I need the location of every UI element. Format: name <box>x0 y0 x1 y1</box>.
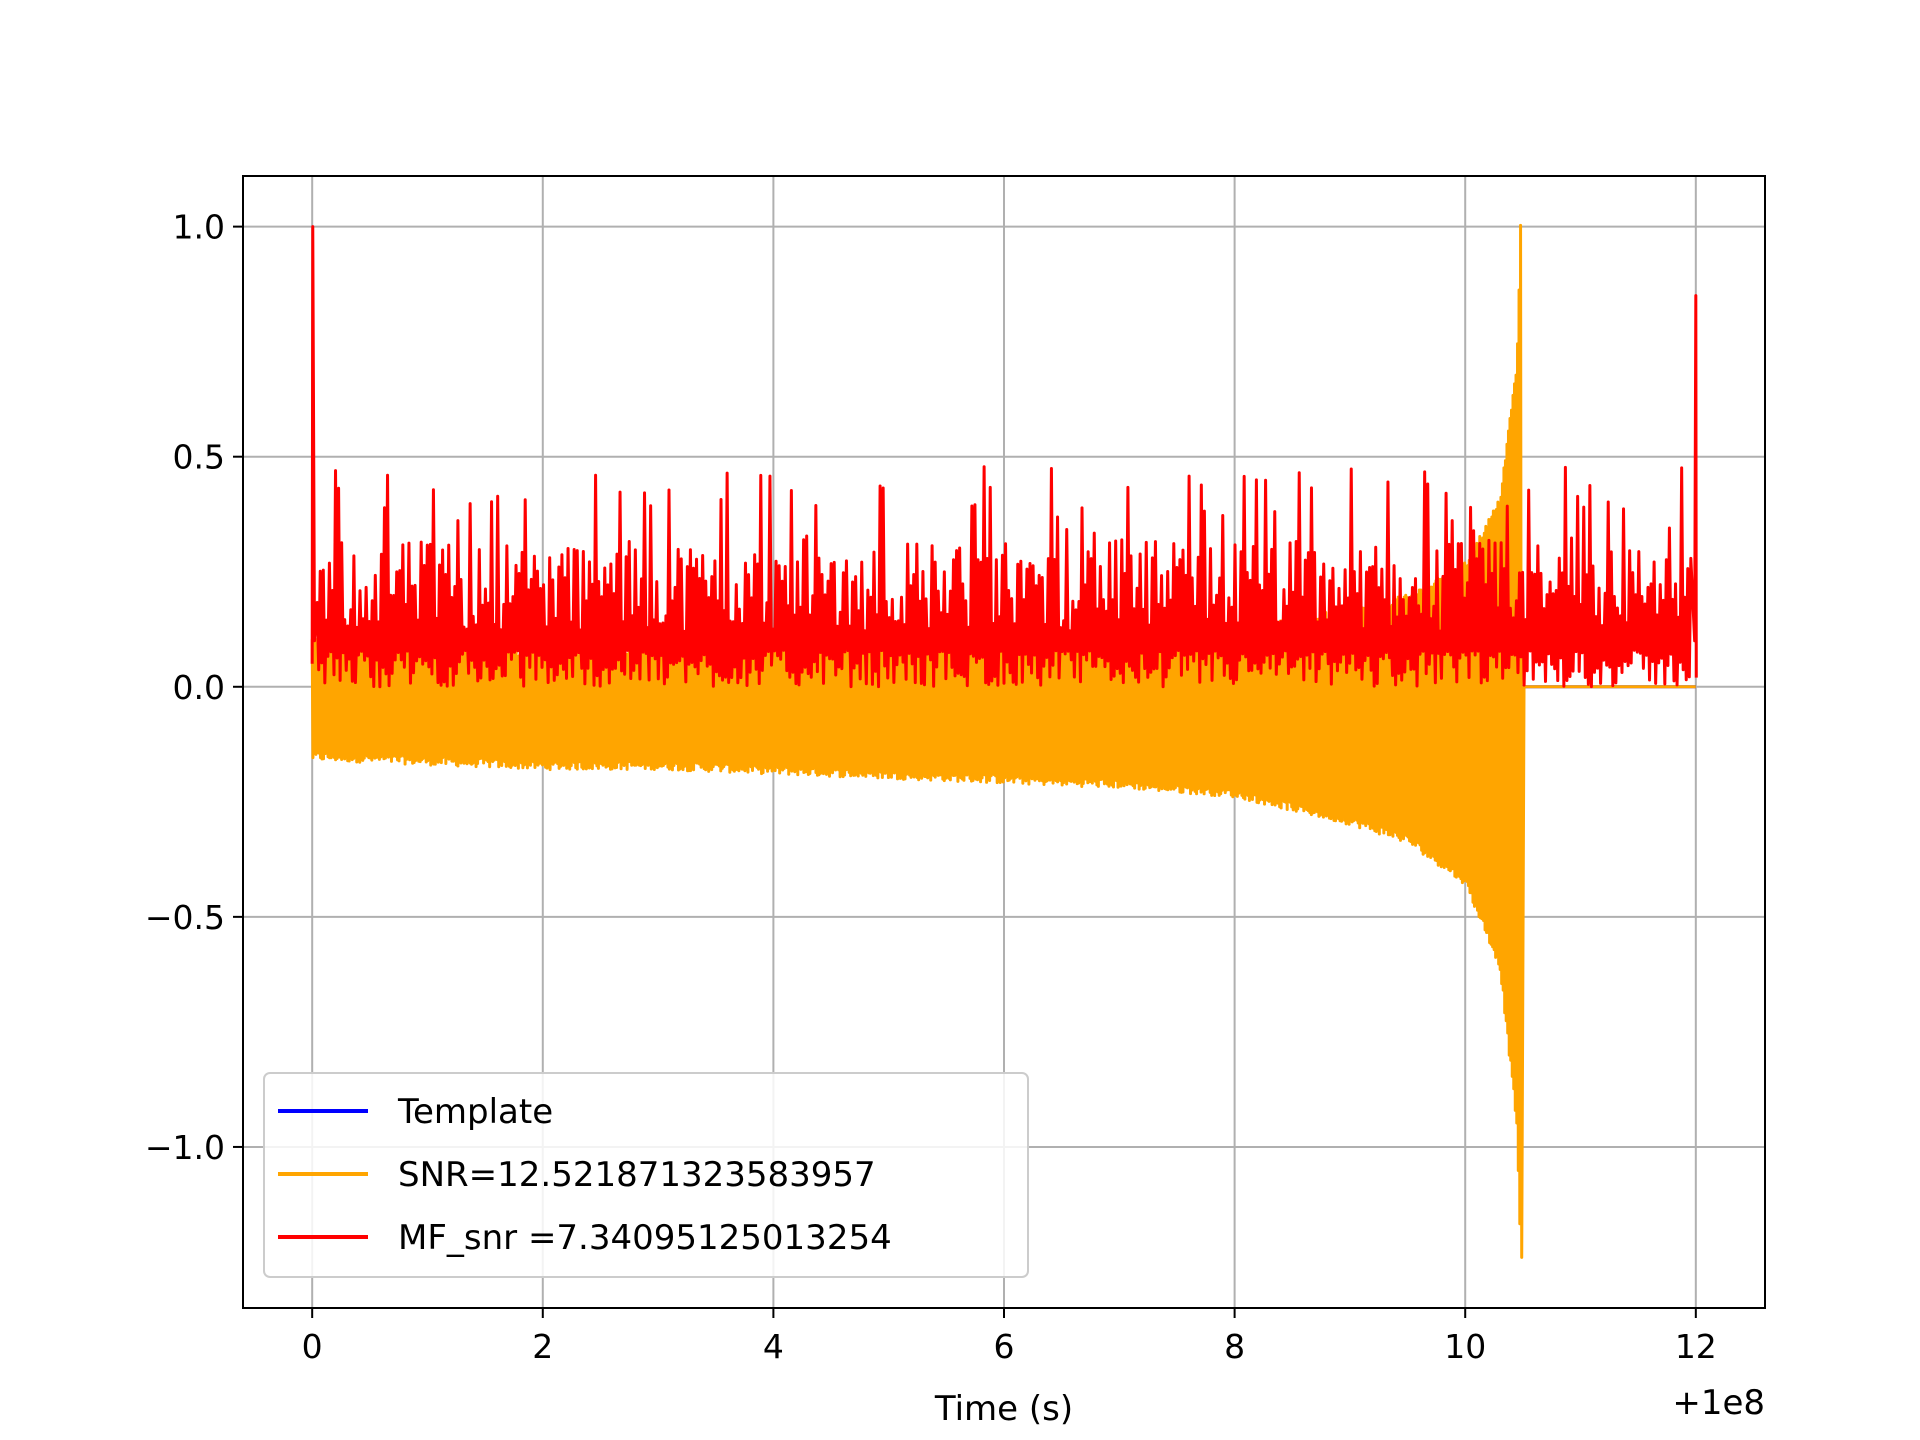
y-tick-label: −1.0 <box>145 1128 225 1167</box>
x-ticks: 0 2 4 6 8 10 12 <box>302 1308 1717 1366</box>
mf-snr-line <box>310 225 1698 689</box>
plot-series <box>310 223 1698 1259</box>
x-tick-label: 0 <box>302 1327 323 1366</box>
y-tick-label: 0.0 <box>173 668 225 707</box>
y-tick-label: 0.5 <box>173 438 225 477</box>
x-tick-label: 6 <box>994 1327 1015 1366</box>
y-tick-label: 1.0 <box>173 208 225 247</box>
legend: Template SNR=12.521871323583957 MF_snr =… <box>263 1072 1029 1278</box>
legend-label-template: Template <box>397 1092 553 1132</box>
y-ticks: −1.0 −0.5 0.0 0.5 1.0 <box>145 208 243 1167</box>
legend-box <box>263 1072 1029 1278</box>
x-tick-label: 8 <box>1224 1327 1245 1366</box>
x-tick-label: 12 <box>1675 1327 1717 1366</box>
x-tick-label: 4 <box>763 1327 784 1366</box>
legend-label-snr: SNR=12.521871323583957 <box>398 1155 876 1195</box>
legend-label-mf-snr: MF_snr =7.34095125013254 <box>398 1218 892 1258</box>
x-tick-label: 2 <box>532 1327 553 1366</box>
x-offset-label: +1e8 <box>1672 1383 1765 1423</box>
y-tick-label: −0.5 <box>145 898 225 937</box>
x-axis-label: Time (s) <box>934 1389 1073 1429</box>
x-tick-label: 10 <box>1444 1327 1486 1366</box>
